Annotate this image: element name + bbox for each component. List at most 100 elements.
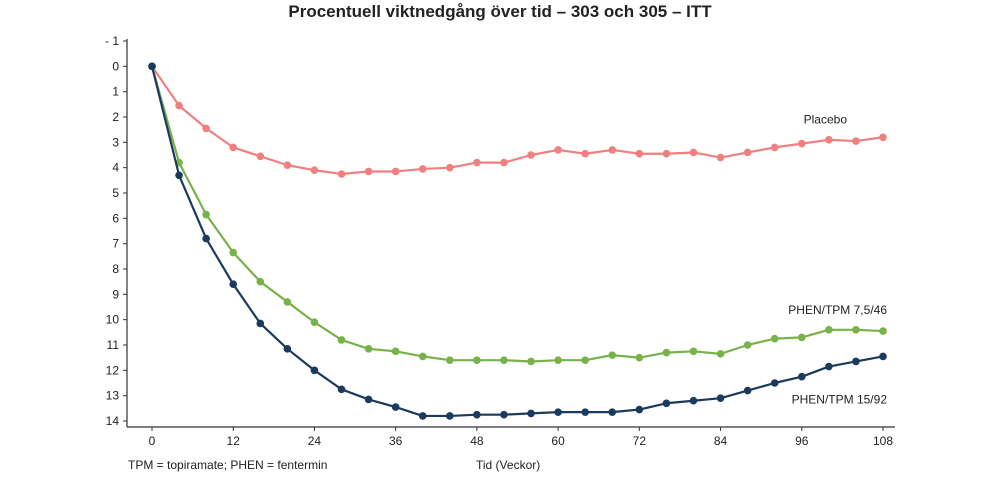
data-point	[229, 248, 238, 257]
data-point	[879, 352, 887, 361]
data-point	[283, 345, 292, 353]
data-point	[797, 139, 806, 148]
data-point	[337, 336, 346, 344]
data-point	[364, 345, 373, 353]
data-point	[256, 319, 265, 328]
data-point	[364, 167, 373, 176]
data-point	[391, 167, 400, 176]
data-point	[662, 149, 671, 158]
series-line	[151, 65, 884, 176]
data-point	[879, 133, 887, 142]
y-tick-label: - 1	[105, 34, 119, 48]
series-placebo	[148, 62, 887, 178]
data-point	[500, 158, 508, 167]
data-point	[527, 357, 535, 366]
y-tick-label: 6	[112, 211, 119, 225]
data-point	[202, 210, 210, 219]
data-point	[256, 277, 265, 286]
data-point	[716, 350, 725, 358]
series-labels: Placebo PHEN/TPM 7,5/46 PHEN/TPM 15/92	[788, 112, 887, 406]
series-label: Placebo	[804, 112, 848, 126]
data-point	[743, 148, 752, 157]
data-point	[852, 326, 860, 334]
x-tick-label: 24	[308, 434, 322, 448]
data-point	[391, 403, 400, 411]
y-tick-label: 9	[112, 287, 119, 301]
y-tick-label: 14	[106, 414, 120, 428]
data-point	[662, 399, 671, 408]
data-point	[825, 362, 833, 371]
data-point	[446, 412, 454, 420]
data-point	[554, 408, 562, 416]
y-tick-label: 1	[112, 85, 119, 99]
x-axis-label: Tid (Veckor)	[476, 458, 541, 472]
y-tick-label: 11	[107, 338, 120, 352]
data-point	[283, 161, 292, 169]
series-layer	[148, 62, 887, 420]
data-point	[337, 170, 346, 178]
data-point	[581, 356, 589, 365]
series-phen-tpm-15-92	[148, 62, 887, 420]
data-point	[635, 149, 644, 158]
data-point	[770, 379, 779, 387]
data-point	[256, 152, 265, 161]
y-tick-label: 4	[112, 161, 119, 175]
data-point	[446, 356, 454, 365]
y-tick-label: 8	[112, 262, 119, 276]
data-point	[662, 348, 671, 357]
data-point	[500, 356, 508, 365]
series-label: PHEN/TPM 15/92	[792, 392, 888, 406]
data-point	[554, 146, 562, 154]
data-point	[500, 410, 508, 419]
series-line	[150, 66, 884, 363]
data-point	[689, 396, 698, 405]
x-tick-label: 0	[149, 434, 156, 448]
data-point	[527, 409, 535, 418]
data-point	[418, 412, 427, 420]
y-tick-label: 13	[106, 389, 120, 403]
data-point	[310, 366, 319, 375]
series-label: PHEN/TPM 7,5/46	[788, 303, 887, 317]
y-tick-label: 5	[112, 186, 119, 200]
x-tick-label: 84	[714, 434, 728, 448]
data-point	[229, 280, 238, 289]
data-point	[608, 351, 617, 359]
data-point	[581, 408, 589, 416]
data-point	[554, 356, 562, 365]
data-point	[797, 372, 806, 381]
y-tick-label: 10	[106, 313, 120, 327]
series-line	[150, 66, 884, 418]
data-point	[635, 405, 644, 414]
data-point	[418, 165, 427, 173]
x-tick-label: 96	[795, 434, 809, 448]
data-point	[689, 148, 698, 157]
x-tick-label: 72	[633, 434, 647, 448]
y-tick-label: 2	[112, 110, 119, 124]
data-point	[310, 318, 319, 327]
series-phen-tpm-7-5-46	[148, 62, 887, 366]
data-point	[202, 234, 210, 243]
data-point	[689, 347, 698, 356]
x-tick-label: 36	[389, 434, 403, 448]
y-tick-label: 3	[112, 135, 119, 149]
data-point	[825, 136, 833, 144]
data-point	[797, 333, 806, 342]
data-point	[473, 356, 481, 365]
data-point	[202, 124, 210, 133]
data-point	[229, 143, 238, 152]
y-tick-label: 7	[112, 237, 119, 251]
data-point	[852, 357, 860, 366]
data-point	[635, 353, 644, 362]
data-point	[879, 327, 887, 335]
data-point	[608, 146, 617, 154]
data-point	[473, 410, 481, 419]
data-point	[337, 385, 346, 394]
data-point	[743, 386, 752, 395]
y-tick-label: 12	[106, 363, 120, 377]
data-point	[852, 137, 860, 145]
x-tick-label: 60	[551, 434, 565, 448]
data-point	[364, 395, 373, 404]
data-point	[283, 298, 292, 306]
